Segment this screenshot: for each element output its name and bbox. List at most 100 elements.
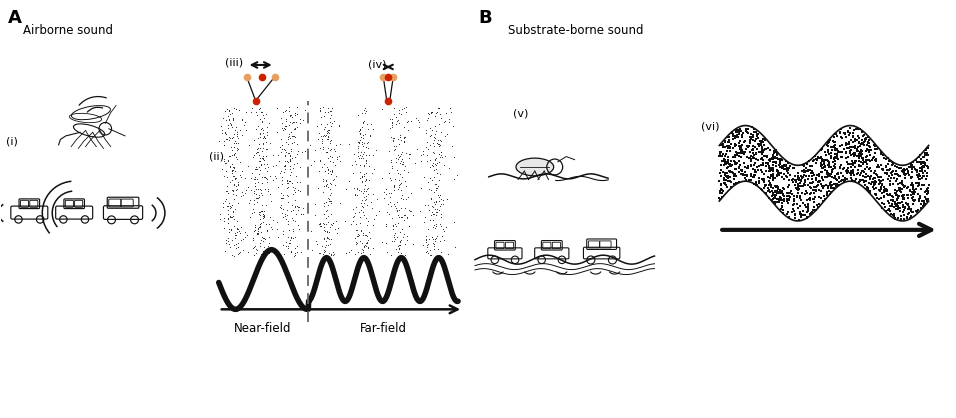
Point — [778, 163, 793, 169]
Point — [358, 143, 374, 150]
Point — [915, 160, 930, 166]
Point — [860, 173, 876, 179]
Point — [250, 229, 265, 236]
Point — [381, 169, 397, 176]
Point — [738, 126, 753, 133]
Point — [284, 249, 299, 255]
Point — [776, 185, 792, 192]
Point — [320, 166, 336, 173]
Point — [294, 148, 310, 155]
Point — [325, 249, 340, 255]
Point — [770, 183, 785, 189]
Point — [219, 168, 234, 174]
Point — [257, 247, 272, 254]
Point — [849, 137, 864, 143]
Point — [736, 151, 751, 158]
Point — [388, 221, 403, 228]
Point — [748, 150, 763, 156]
Point — [832, 164, 847, 171]
Point — [243, 213, 258, 220]
Point — [885, 161, 901, 168]
Point — [740, 143, 755, 149]
Point — [711, 178, 727, 185]
Point — [846, 177, 861, 184]
Point — [430, 246, 445, 253]
Point — [254, 207, 270, 214]
Point — [282, 107, 297, 114]
Point — [351, 155, 366, 161]
Point — [898, 175, 913, 181]
Point — [857, 182, 872, 189]
Point — [811, 171, 826, 178]
Point — [858, 174, 873, 181]
Point — [901, 201, 916, 207]
Point — [718, 158, 733, 165]
Point — [796, 171, 812, 178]
Point — [224, 169, 239, 176]
Point — [358, 231, 373, 238]
Point — [426, 241, 442, 247]
Point — [386, 184, 402, 191]
Point — [358, 158, 374, 165]
Point — [257, 208, 272, 214]
Point — [718, 158, 733, 165]
Point — [819, 171, 835, 177]
Point — [284, 155, 299, 161]
Point — [358, 242, 373, 249]
Point — [892, 164, 907, 171]
Point — [866, 186, 881, 193]
Point — [843, 146, 858, 153]
Point — [732, 126, 748, 133]
Point — [250, 165, 265, 172]
Point — [225, 146, 240, 153]
Point — [917, 182, 932, 189]
Point — [382, 124, 398, 131]
Point — [783, 188, 798, 195]
Point — [270, 129, 285, 135]
Point — [885, 168, 901, 175]
Point — [428, 155, 444, 161]
Point — [847, 171, 862, 178]
Point — [712, 188, 728, 195]
Point — [834, 169, 849, 176]
Point — [288, 119, 303, 125]
Point — [766, 191, 781, 198]
Point — [793, 212, 809, 218]
Point — [713, 173, 728, 180]
Point — [869, 171, 884, 178]
Point — [317, 244, 333, 251]
Point — [753, 167, 769, 173]
Point — [796, 161, 812, 168]
Point — [873, 180, 888, 186]
Point — [814, 181, 829, 187]
Point — [320, 108, 336, 115]
Point — [788, 211, 803, 218]
Point — [915, 163, 930, 169]
Point — [277, 163, 293, 169]
Point — [822, 173, 837, 179]
Point — [748, 144, 763, 150]
Point — [397, 217, 412, 223]
Point — [323, 147, 338, 153]
Point — [843, 144, 858, 150]
Point — [782, 163, 797, 169]
Point — [214, 130, 229, 137]
Point — [389, 167, 404, 174]
Point — [363, 120, 379, 127]
Point — [252, 223, 268, 230]
Point — [332, 122, 347, 129]
Point — [365, 152, 380, 159]
Point — [721, 159, 736, 166]
Point — [733, 167, 749, 173]
Point — [828, 146, 843, 153]
Point — [255, 118, 271, 125]
Point — [866, 142, 881, 148]
Point — [875, 176, 890, 183]
Point — [383, 252, 399, 258]
Point — [360, 243, 376, 250]
Point — [375, 174, 390, 181]
Point — [329, 218, 344, 224]
Point — [219, 160, 234, 167]
Point — [324, 169, 339, 176]
Point — [800, 205, 815, 212]
